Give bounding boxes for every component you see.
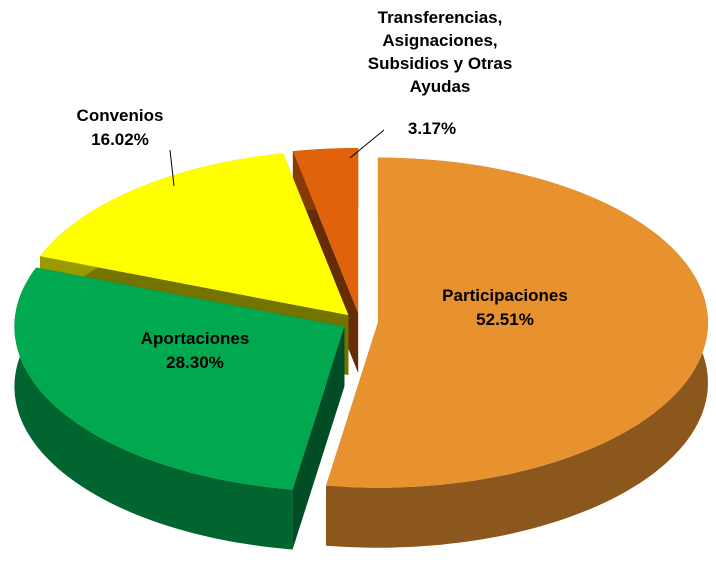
pie-slice	[40, 153, 349, 316]
slice-outer-wall	[14, 267, 293, 550]
pie-slice	[326, 157, 708, 488]
pie-slice	[292, 148, 359, 313]
category-label: Convenios	[76, 106, 164, 125]
category-label: Aportaciones	[140, 329, 250, 348]
value-label: 28.30%	[166, 353, 224, 372]
value-label: 3.17%	[407, 119, 457, 138]
value-label: 52.51%	[476, 310, 534, 329]
category-label: Participaciones	[442, 286, 568, 305]
category-label: Transferencias, Asignaciones, Subsidios …	[367, 8, 513, 96]
value-label: 16.02%	[91, 130, 149, 149]
leader-line	[349, 129, 385, 159]
pie-slice	[14, 267, 345, 490]
leader-line	[169, 149, 175, 187]
